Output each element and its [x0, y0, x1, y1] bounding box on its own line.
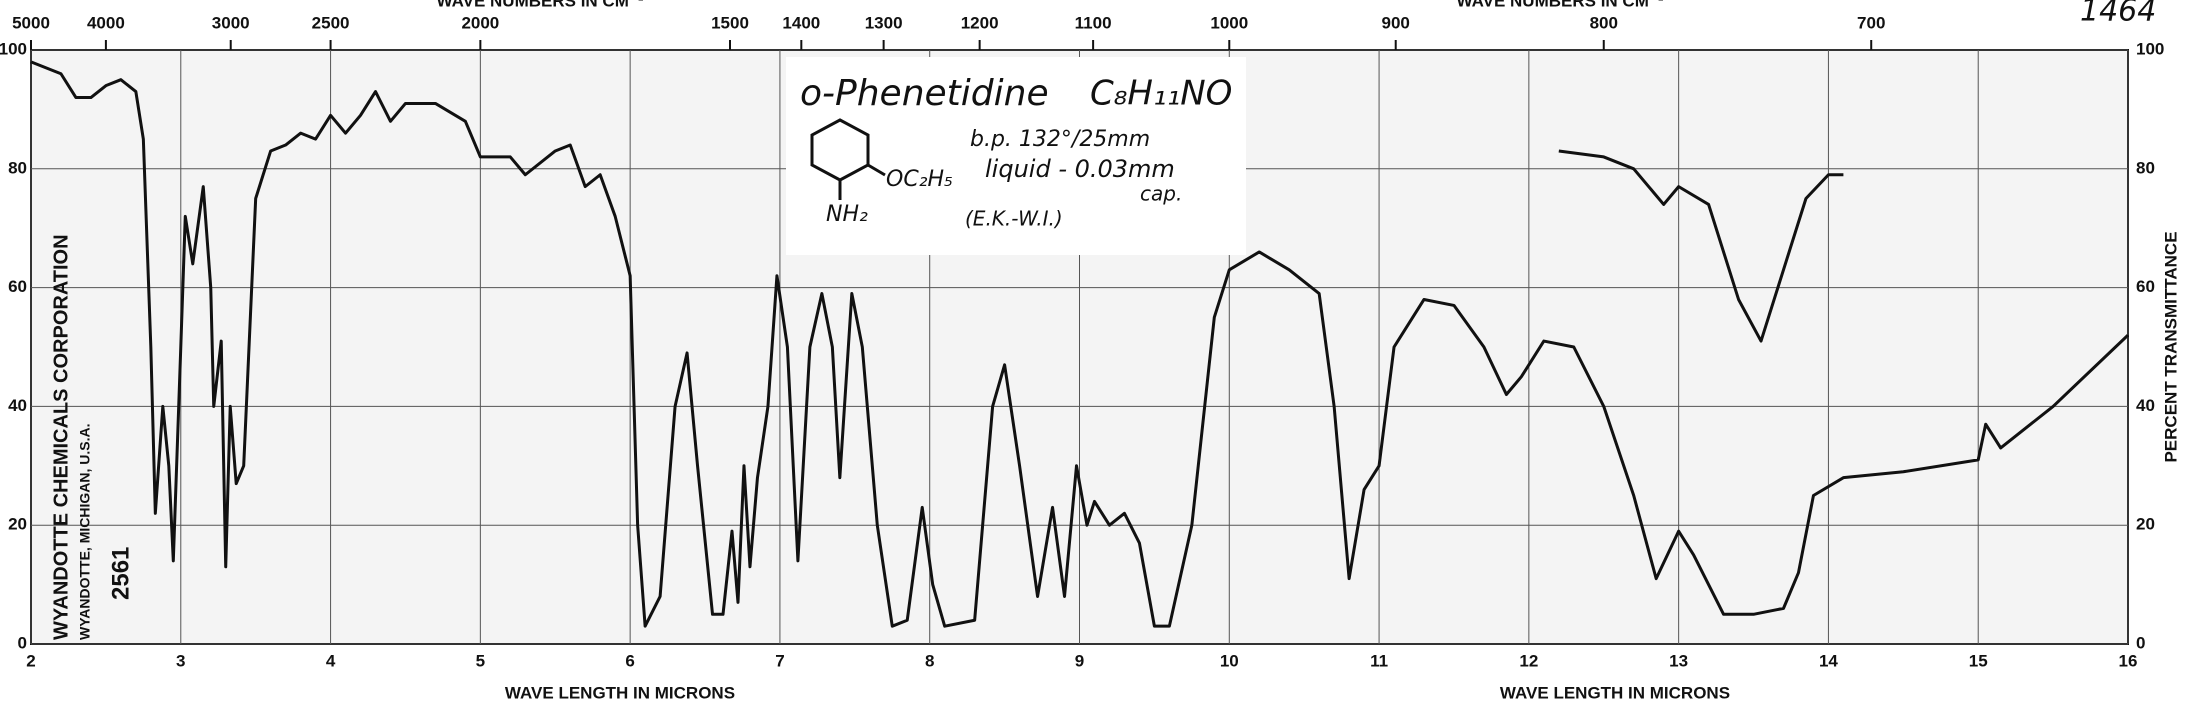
y-tick-label: 60 — [2136, 277, 2155, 296]
y-tick-label: 100 — [2136, 39, 2164, 58]
sample: liquid - 0.03mm — [985, 155, 1175, 183]
grid — [30, 40, 2129, 645]
amine: NH₂ — [826, 202, 868, 227]
y-tick-label: 60 — [8, 277, 27, 296]
x-tick-label: 14 — [1819, 651, 1838, 670]
spectrum-line — [30, 60, 2130, 628]
y-tick-label: 0 — [2136, 633, 2145, 652]
formula: C₈H₁₁NO — [1090, 74, 1232, 114]
x2-tick-label: 700 — [1857, 13, 1885, 32]
x-tick-label: 11 — [1370, 651, 1388, 670]
x-axis-title: WAVE LENGTH IN MICRONS — [505, 683, 735, 702]
spectrum-number: 1464 — [2080, 0, 2156, 29]
x2-tick-label: 1000 — [1210, 13, 1248, 32]
y-tick-label: 40 — [2136, 396, 2155, 415]
compound-name: o-Phenetidine — [800, 73, 1049, 114]
x2-tick-label: 5000 — [12, 13, 50, 32]
cell: cap. — [1140, 182, 1182, 206]
x2-axis-title: WAVE NUMBERS IN CM⁻¹ — [437, 0, 644, 10]
x2-tick-label: 900 — [1382, 13, 1410, 32]
x2-tick-label: 1300 — [865, 13, 903, 32]
y-tick-label: 20 — [8, 515, 27, 534]
y-tick-label: 100 — [0, 39, 27, 58]
annotation-box — [786, 57, 1246, 255]
substituent: OC₂H₅ — [886, 167, 953, 192]
x-tick-label: 7 — [775, 651, 784, 670]
x-axis-title: WAVE LENGTH IN MICRONS — [1500, 683, 1730, 702]
x2-tick-label: 3000 — [212, 13, 250, 32]
x-tick-label: 3 — [176, 651, 185, 670]
x-tick-label: 13 — [1669, 651, 1688, 670]
x2-tick-label: 1100 — [1075, 13, 1112, 32]
x-tick-label: 6 — [625, 651, 634, 670]
x2-tick-label: 1400 — [782, 13, 820, 32]
boiling-point: b.p. 132°/25mm — [970, 127, 1150, 152]
x-tick-label: 5 — [476, 651, 485, 670]
x-tick-label: 2 — [26, 651, 35, 670]
y-tick-label: 40 — [8, 396, 27, 415]
x-tick-label: 8 — [925, 651, 934, 670]
x-tick-label: 4 — [326, 651, 336, 670]
y-axis-title: PERCENT TRANSMITTANCE — [2161, 231, 2180, 462]
company: WYANDOTTE CHEMICALS CORPORATION — [50, 234, 72, 640]
chart-number: 2561 — [107, 547, 134, 600]
y-tick-label: 80 — [8, 158, 27, 177]
x-tick-label: 16 — [2119, 651, 2138, 670]
source: (E.K.-W.I.) — [965, 207, 1063, 231]
x2-tick-label: 800 — [1590, 13, 1618, 32]
x-tick-label: 12 — [1519, 651, 1538, 670]
y-tick-label: 80 — [2136, 158, 2155, 177]
bond — [867, 163, 886, 177]
x2-tick-label: 4000 — [87, 13, 125, 32]
location: WYANDOTTE, MICHIGAN, U.S.A. — [77, 424, 93, 641]
x-tick-label: 9 — [1075, 651, 1084, 670]
x-tick-label: 15 — [1969, 651, 1988, 670]
x2-tick-label: 2000 — [461, 13, 499, 32]
y-tick-label: 20 — [2136, 515, 2155, 534]
x2-tick-label: 1200 — [961, 13, 999, 32]
x2-axis-title: WAVE NUMBERS IN CM⁻¹ — [1457, 0, 1664, 10]
y-tick-label: 0 — [18, 633, 27, 652]
x-tick-label: 10 — [1220, 651, 1239, 670]
x2-tick-label: 1500 — [711, 13, 749, 32]
spectrum-line — [1558, 149, 1844, 343]
x2-tick-label: 2500 — [312, 13, 350, 32]
